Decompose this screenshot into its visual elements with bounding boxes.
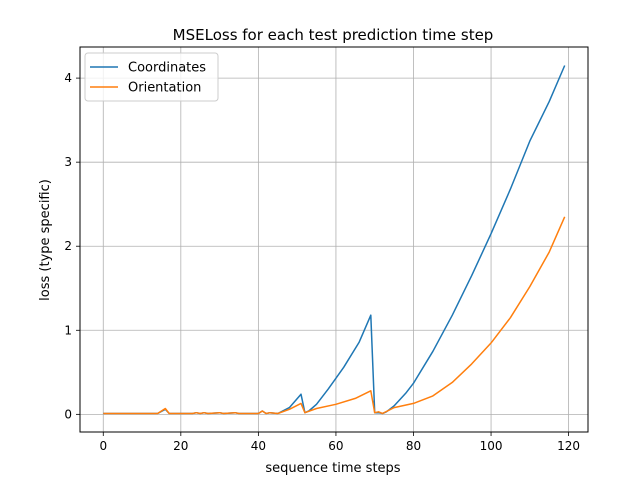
series-line-orientation	[103, 216, 566, 415]
grid-lines	[80, 47, 588, 432]
x-tick-label: 20	[173, 439, 188, 453]
y-tick-label: 2	[64, 239, 72, 253]
x-tick-label: 60	[328, 439, 343, 453]
x-tick-label: 0	[99, 439, 107, 453]
x-tick-label: 120	[557, 439, 580, 453]
y-tick-label: 0	[64, 407, 72, 421]
y-tick-label: 3	[64, 155, 72, 169]
chart-title: MSELoss for each test prediction time st…	[173, 26, 494, 44]
y-tick-label: 4	[64, 71, 72, 85]
y-tick-label: 1	[64, 323, 72, 337]
x-axis-label: sequence time steps	[265, 461, 400, 476]
plot-frame	[79, 46, 589, 433]
x-tick-label: 80	[406, 439, 421, 453]
x-tick-label: 40	[251, 439, 266, 453]
plot-series	[103, 65, 566, 415]
legend: Coordinates Orientation	[84, 52, 219, 102]
legend-label: Coordinates	[128, 61, 206, 76]
legend-box	[84, 52, 219, 102]
x-tick-label: 100	[480, 439, 503, 453]
y-axis-label: loss (type specific)	[38, 179, 53, 301]
legend-label: Orientation	[128, 81, 201, 96]
axes: 0 20 40 60 80 100 120 0 1 2 3 4	[64, 71, 580, 453]
